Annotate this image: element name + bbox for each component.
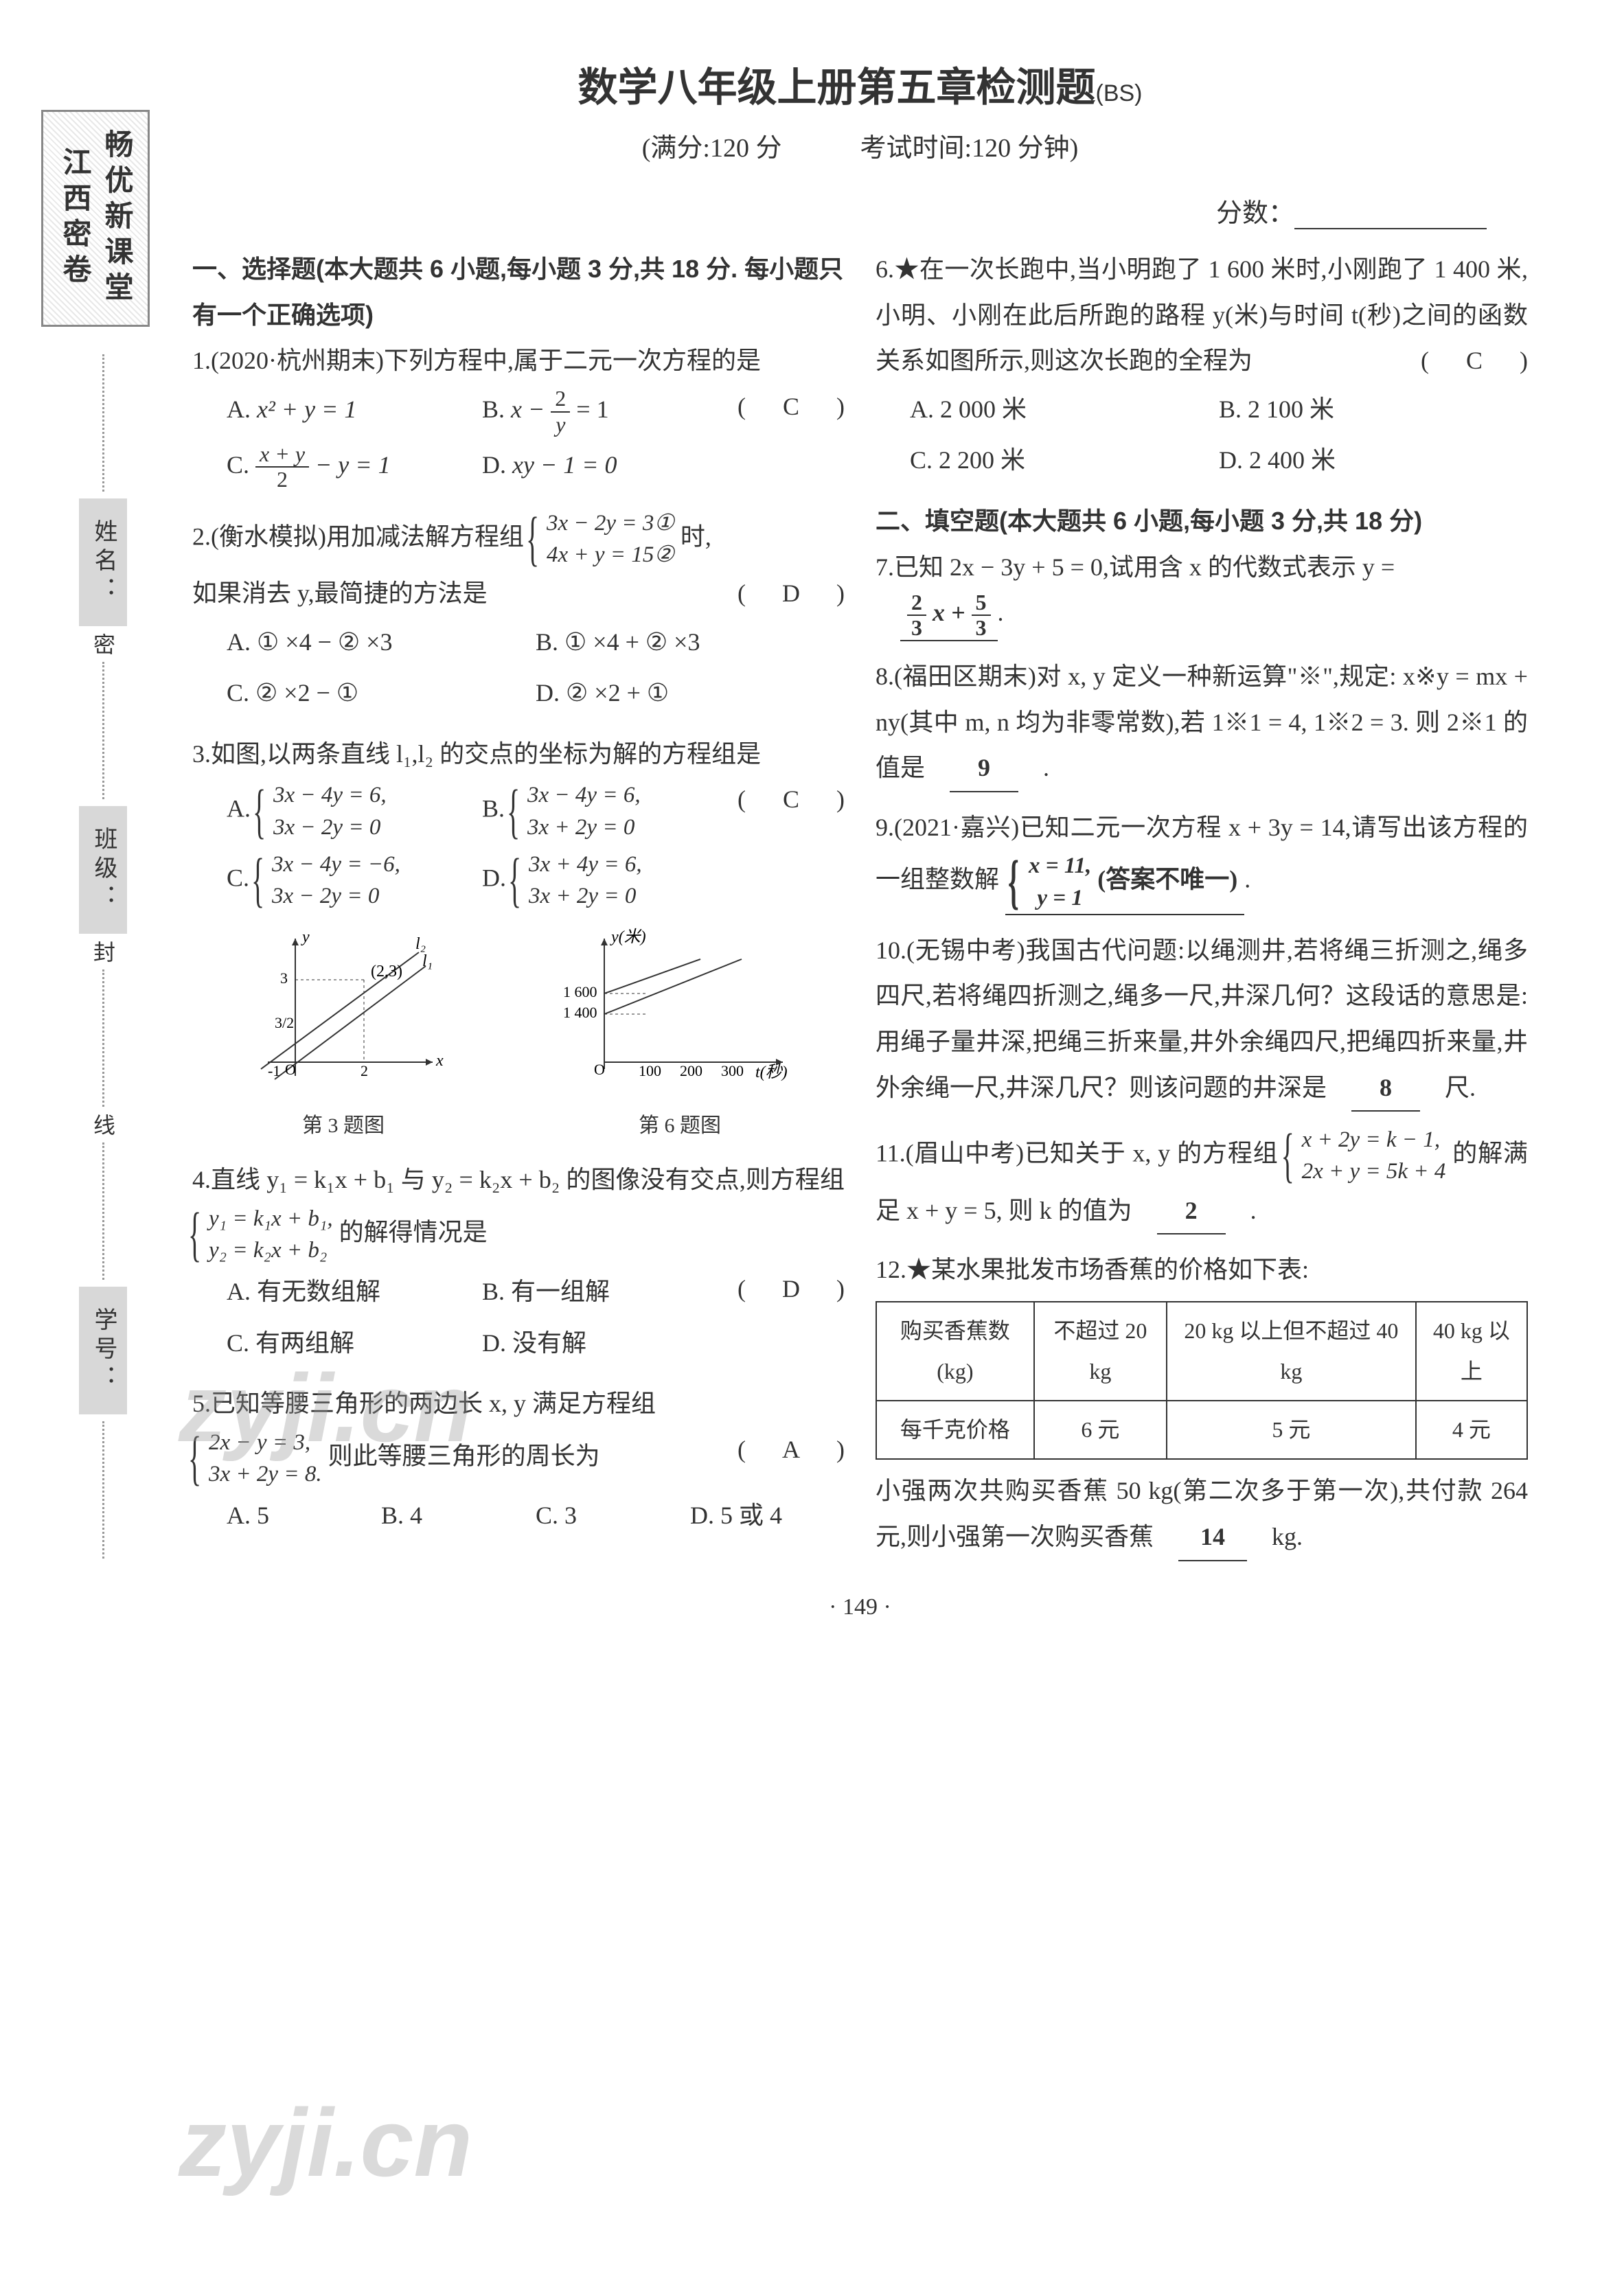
question-9: 9.(2021·嘉兴)已知二元一次方程 x + 3y = 14,请写出该方程的一… <box>876 805 1528 915</box>
q7-answer: 23 x + 53 <box>900 590 998 641</box>
svg-text:300: 300 <box>721 1062 744 1079</box>
question-12: 12.★某水果批发市场香蕉的价格如下表: 购买香蕉数(kg) 不超过 20 kg… <box>876 1247 1528 1561</box>
question-4: 4.直线 y₁ = k₁x + b₁ 与 y₂ = k₂x + b₂ 的图像没有… <box>192 1157 845 1368</box>
q12-answer: 14 <box>1178 1514 1247 1561</box>
svg-text:3: 3 <box>280 969 288 987</box>
series-line1: 畅优新课堂 <box>95 129 137 308</box>
right-column: 6.★在一次长跑中,当小明跑了 1 600 米时,小刚跑了 1 400 米,小明… <box>876 246 1528 1574</box>
svg-text:1 600: 1 600 <box>563 983 597 1000</box>
q2-answer: D <box>770 571 812 617</box>
question-7: 7.已知 2x − 3y + 5 = 0,试用含 x 的代数式表示 y = 23… <box>876 544 1528 642</box>
question-11: 11.(眉山中考)已知关于 x, y 的方程组 x + 2y = k − 1,2… <box>876 1124 1528 1234</box>
dotted-line <box>102 354 104 492</box>
class-field: 班级： <box>79 806 127 934</box>
svg-text:100: 100 <box>639 1062 661 1079</box>
q1-optC: C. x + y2 − y = 1 <box>227 439 482 495</box>
seal-char-xian: 线 <box>87 1114 119 1136</box>
q6-optD: D. 2 400 米 <box>1219 435 1528 486</box>
q2-optA: A. ① ×4 − ② ×3 <box>227 617 536 668</box>
id-field: 学号： <box>79 1287 127 1414</box>
q11-answer: 2 <box>1157 1188 1226 1235</box>
svg-text:l₂: l₂ <box>415 935 426 953</box>
q1-optB: B. x − 2y = 1 <box>482 384 737 439</box>
seal-char-feng: 封 <box>87 941 119 963</box>
svg-text:l₁: l₁ <box>422 952 433 970</box>
svg-text:3/2: 3/2 <box>275 1014 294 1031</box>
q4-optA: A. 有无数组解 <box>227 1266 482 1318</box>
q6-answer: C <box>1454 338 1495 384</box>
question-5: 5.已知等腰三角形的两边长 x, y 满足方程组 2x − y = 3,3x +… <box>192 1381 845 1541</box>
binding-sidebar: 畅优新课堂 江西密卷 姓名： 密 班级： 封 线 学号： <box>41 110 165 2101</box>
svg-text:O: O <box>594 1061 605 1078</box>
svg-text:200: 200 <box>680 1062 702 1079</box>
q5-answer: A <box>770 1427 812 1473</box>
q2-optB: B. ① ×4 + ② ×3 <box>536 617 845 668</box>
q4-optB: B. 有一组解 <box>482 1266 737 1318</box>
q3-optD: D. 3x + 4y = 6,3x + 2y = 0 <box>482 846 737 915</box>
q2-optC: C. ② ×2 − ① <box>227 667 536 719</box>
dotted-line <box>102 1421 104 1559</box>
left-column: 一、选择题(本大题共 6 小题,每小题 3 分,共 18 分. 每小题只有一个正… <box>192 246 845 1574</box>
exam-info: (满分:120 分 考试时间:120 分钟) <box>192 126 1528 164</box>
svg-text:t(秒): t(秒) <box>755 1063 788 1081</box>
q3-optA: A. 3x − 4y = 6,3x − 2y = 0 <box>227 777 482 845</box>
svg-text:O: O <box>285 1061 296 1078</box>
seal-char-mi: 密 <box>87 633 119 655</box>
title-suffix: (BS) <box>1096 80 1143 106</box>
q6-optA: A. 2 000 米 <box>910 384 1219 435</box>
question-6: 6.★在一次长跑中,当小明跑了 1 600 米时,小刚跑了 1 400 米,小明… <box>876 246 1528 486</box>
svg-text:2: 2 <box>361 1062 368 1079</box>
q10-answer: 8 <box>1351 1065 1420 1112</box>
q1-answer: C <box>770 384 812 430</box>
q6-optC: C. 2 200 米 <box>910 435 1219 486</box>
question-2: 2.(衡水模拟)用加减法解方程组 3x − 2y = 3①4x + y = 15… <box>192 507 845 719</box>
q5-optB: B. 4 <box>381 1490 536 1541</box>
name-field: 姓名： <box>79 498 127 626</box>
q3-answer: C <box>770 777 812 823</box>
section1-heading: 一、选择题(本大题共 6 小题,每小题 3 分,共 18 分. 每小题只有一个正… <box>192 246 845 338</box>
q6-optB: B. 2 100 米 <box>1219 384 1528 435</box>
page-title: 数学八年级上册第五章检测题(BS) <box>192 55 1528 113</box>
series-line2: 江西密卷 <box>54 129 95 308</box>
dotted-line <box>102 1142 104 1280</box>
q1-optA: A. x² + y = 1 <box>227 384 482 439</box>
q9-answer: x = 11,y = 1 (答案不唯一) <box>1005 850 1244 915</box>
q4-optC: C. 有两组解 <box>227 1318 482 1369</box>
svg-text:x: x <box>435 1052 444 1070</box>
svg-text:-1: -1 <box>268 1062 280 1079</box>
figure-q3: (2,3) 3 3/2 -1 2 O x y l₂ l₁ 第 3 题图 <box>240 925 446 1145</box>
watermark: zyji.cn <box>179 2087 472 2198</box>
svg-text:(2,3): (2,3) <box>371 963 402 980</box>
q2-optD: D. ② ×2 + ① <box>536 667 845 719</box>
question-8: 8.(福田区期末)对 x, y 定义一种新运算"※",规定: x※y = mx … <box>876 654 1528 792</box>
q1-optD: D. xy − 1 = 0 <box>482 439 737 495</box>
svg-text:1 400: 1 400 <box>563 1004 597 1021</box>
q4-answer: D <box>770 1266 812 1312</box>
question-10: 10.(无锡中考)我国古代问题:以绳测井,若将绳三折测之,绳多四尺,若将绳四折测… <box>876 928 1528 1112</box>
q5-optD: D. 5 或 4 <box>690 1490 845 1541</box>
svg-text:y: y <box>301 928 310 946</box>
section2-heading: 二、填空题(本大题共 6 小题,每小题 3 分,共 18 分) <box>876 498 1528 544</box>
series-title-box: 畅优新课堂 江西密卷 <box>41 110 150 327</box>
q5-optC: C. 3 <box>536 1490 690 1541</box>
figure-q6: 1 600 1 400 O 100 200 300 t(秒) y(米) 第 6 … <box>563 925 797 1145</box>
price-table: 购买香蕉数(kg) 不超过 20 kg 20 kg 以上但不超过 40 kg 4… <box>876 1301 1528 1460</box>
q3-optC: C. 3x − 4y = −6,3x − 2y = 0 <box>227 846 482 915</box>
dotted-line <box>102 969 104 1107</box>
score-blank[interactable] <box>1294 228 1487 229</box>
page-number: · 149 · <box>192 1594 1528 1620</box>
dotted-line <box>102 662 104 799</box>
q5-optA: A. 5 <box>227 1490 381 1541</box>
title-text: 数学八年级上册第五章检测题 <box>577 65 1095 110</box>
q8-answer: 9 <box>950 745 1018 792</box>
q4-optD: D. 没有解 <box>482 1318 737 1369</box>
svg-text:y(米): y(米) <box>610 928 646 946</box>
question-1: 1.(2020·杭州期末)下列方程中,属于二元一次方程的是( C ) A. x²… <box>192 338 845 494</box>
question-3: 3.如图,以两条直线 l₁,l₂ 的交点的坐标为解的方程组是( C ) A. 3… <box>192 731 845 1145</box>
score-line: 分数： <box>192 192 1528 229</box>
